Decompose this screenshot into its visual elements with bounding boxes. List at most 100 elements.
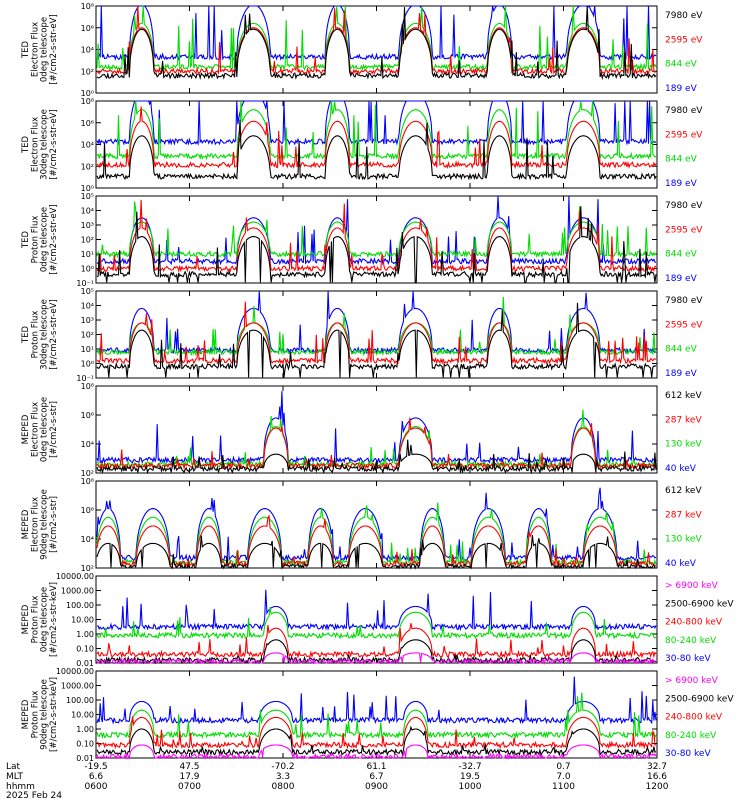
series-line-magenta xyxy=(96,652,657,665)
y-axis-label-line: TED xyxy=(21,230,31,249)
y-tick-label: 10⁴ xyxy=(81,535,94,544)
x-tick-label-hhmm: 1000 xyxy=(459,782,482,792)
x-tick-label-mlt: 6.7 xyxy=(369,772,383,782)
x-tick-label-lat: 0.7 xyxy=(556,762,570,772)
y-axis-label-line: [#/cm2-s-str-eV] xyxy=(49,299,59,369)
series-line-blue xyxy=(96,487,657,562)
series-line-red xyxy=(96,623,657,659)
panel-frame xyxy=(95,670,658,759)
y-axis-label-line: TED xyxy=(21,40,31,59)
legend-entry: 612 keV xyxy=(665,486,702,496)
x-tick-label-hhmm: 0800 xyxy=(272,782,295,792)
x-axis-row-label-lat: Lat xyxy=(6,762,21,772)
legend-entry: 2500-6900 keV xyxy=(665,694,734,704)
series-line-green xyxy=(96,607,657,640)
y-axis-label-line: 0deg telescope xyxy=(40,207,50,272)
legend-entry: 240-800 keV xyxy=(665,713,723,723)
series-line-green xyxy=(96,201,657,259)
y-axis-label: TEDElectron Flux30deg telescope[#/cm2-s-… xyxy=(21,109,59,180)
legend-entry: 844 eV xyxy=(665,60,698,70)
series-line-black xyxy=(96,639,657,665)
y-axis-label-line: TED xyxy=(21,135,31,154)
y-axis-label-line: MEPED xyxy=(21,414,31,444)
panel-meped-p-0deg: 0.010.101.0010.00100.001000.0010000.00ME… xyxy=(21,572,734,668)
series-line-red xyxy=(96,106,657,170)
legend-entry: 2595 eV xyxy=(665,225,703,235)
y-axis-label-line: [#/cm2-s-str-eV] xyxy=(49,14,59,84)
series-line-blue xyxy=(96,589,657,632)
series-line-red xyxy=(96,514,657,569)
legend-entry: 189 eV xyxy=(665,274,698,284)
panel-ted-p-0deg: 10⁻¹ 10⁰ 10¹ 10² 10³ 10⁴ 10⁵ TEDProton Flux0deg… xyxy=(21,192,703,288)
series-line-green xyxy=(96,100,657,161)
series-line-blue xyxy=(96,100,657,146)
legend-entry: 844 eV xyxy=(665,155,698,165)
panel-ted-p-30deg: 10⁻¹ 10⁰ 10¹ 10² 10³ 10⁴ 10⁵ TEDProton Flux30de… xyxy=(21,287,703,383)
legend-entry: 2595 eV xyxy=(665,130,703,140)
x-tick-label-hhmm: 0600 xyxy=(85,782,108,792)
y-tick-label: 10³ xyxy=(81,316,94,325)
panel-meped-p-90deg: 0.010.101.0010.00100.001000.0010000.00ME… xyxy=(21,667,734,763)
legend-entry: 30-80 keV xyxy=(665,749,711,759)
legend-entry: 40 keV xyxy=(665,464,697,474)
y-tick-label: 10⁰ xyxy=(81,360,94,369)
y-tick-label: 10⁰ xyxy=(81,89,94,98)
y-tick-label: 10⁵ xyxy=(81,287,94,296)
y-tick-label: 0.10 xyxy=(76,645,94,654)
y-tick-label: 10² xyxy=(81,67,94,76)
x-tick-label-mlt: 19.5 xyxy=(460,772,480,782)
y-axis-label-line: Proton Flux xyxy=(30,691,40,739)
x-axis-row-label-mlt: MLT xyxy=(6,772,24,782)
x-axis-row-label-hhmm: hhmm xyxy=(6,782,35,792)
y-axis-label: MEPEDElectron Flux0deg telescope[#/cm2-s… xyxy=(21,397,59,462)
y-tick-label: 10⁴ xyxy=(81,207,94,216)
y-tick-label: 10⁻¹ xyxy=(76,279,94,288)
y-axis-label: TEDProton Flux0deg telescope[#/cm2-s-str… xyxy=(21,204,59,274)
legend-entry: 7980 eV xyxy=(665,201,703,211)
legend-entry: 7980 eV xyxy=(665,11,703,21)
x-tick-label-lat: 32.7 xyxy=(647,762,667,772)
y-tick-label: 10³ xyxy=(81,221,94,230)
y-axis-label-line: [#/cm2-s-str] xyxy=(49,401,59,458)
legend-entry: 2595 eV xyxy=(665,320,703,330)
legend-entry: 2500-6900 keV xyxy=(665,599,734,609)
y-tick-label: 1000.00 xyxy=(61,682,94,691)
series-line-red xyxy=(96,716,657,750)
legend-entry: 612 keV xyxy=(665,391,702,401)
y-tick-label: 100.00 xyxy=(66,601,94,610)
series-line-blue xyxy=(96,195,657,266)
x-tick-label-lat: -70.2 xyxy=(271,762,294,772)
legend-entry: 7980 eV xyxy=(665,106,703,116)
y-tick-label: 10⁰ xyxy=(81,265,94,274)
legend-entry: 30-80 keV xyxy=(665,654,711,664)
y-tick-label: 1000.00 xyxy=(61,587,94,596)
y-tick-label: 10⁻¹ xyxy=(76,374,94,383)
x-tick-label-hhmm: 0700 xyxy=(178,782,201,792)
x-tick-label-mlt: 17.9 xyxy=(179,772,199,782)
y-tick-label: 10⁶ xyxy=(81,506,94,515)
x-tick-label-mlt: 3.3 xyxy=(276,772,290,782)
series-line-red xyxy=(96,5,657,76)
y-tick-label: 10⁴ xyxy=(81,46,94,55)
x-tick-label-hhmm: 0900 xyxy=(365,782,388,792)
x-axis-date: 2025 Feb 24 xyxy=(6,791,62,800)
y-axis-label: TEDProton Flux30deg telescope[#/cm2-s-st… xyxy=(21,299,59,370)
series-line-red xyxy=(96,199,656,273)
y-tick-label: 10¹ xyxy=(81,345,94,354)
y-tick-label: 10⁵ xyxy=(81,192,94,201)
y-tick-label: 10⁴ xyxy=(81,141,94,150)
legend-entry: 189 eV xyxy=(665,179,698,189)
y-axis-label-line: [#/cm2-s-str-keV] xyxy=(49,677,59,752)
legend-entry: 7980 eV xyxy=(665,296,703,306)
y-axis-label-line: 0deg telescope xyxy=(40,17,50,82)
y-axis-label-line: [#/cm2-s-str-keV] xyxy=(49,582,59,657)
legend-entry: 80-240 keV xyxy=(665,636,717,646)
panel-ted-e-0deg: 10⁰ 10² 10⁴ 10⁶ 10⁸ TEDElectron Flux0deg tele… xyxy=(21,2,703,98)
y-tick-label: 10⁸ xyxy=(81,477,94,486)
y-axis-label-line: [#/cm2-s-str] xyxy=(49,496,59,553)
legend-entry: 844 eV xyxy=(665,345,698,355)
y-axis-label-line: Electron Flux xyxy=(30,117,40,172)
y-axis-label-line: [#/cm2-s-str-eV] xyxy=(49,109,59,179)
legend-entry: 80-240 keV xyxy=(665,731,717,741)
